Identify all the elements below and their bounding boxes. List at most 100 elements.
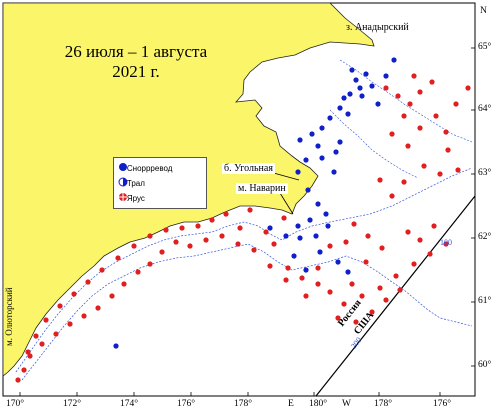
y-tick-n: N <box>480 6 487 16</box>
map-title: 26 июля – 1 августа 2021 г. <box>36 42 236 82</box>
snurrevod-station-marker <box>383 73 389 79</box>
longline-station-marker <box>159 249 165 255</box>
snurrevod-station-marker <box>391 57 397 63</box>
longline-station-marker <box>405 143 411 149</box>
longline-station-marker <box>95 305 101 311</box>
snurrevod-station-marker <box>297 235 303 241</box>
snurrevod-station-marker <box>331 169 337 175</box>
longline-station-marker <box>465 85 471 91</box>
y-tick-60: 60° <box>478 360 492 370</box>
x-tick-172: 172° <box>63 399 82 409</box>
longline-station-marker <box>179 225 185 231</box>
longline-stations <box>15 73 471 383</box>
x-tick-178w: 178° <box>374 399 393 409</box>
longline-station-marker <box>263 229 269 235</box>
snurrevod-station-marker <box>283 233 289 239</box>
snurrevod-station-marker <box>295 223 301 229</box>
longline-station-marker <box>121 281 127 287</box>
x-tick-176w: 176° <box>433 399 452 409</box>
snurrevod-marker-icon <box>119 163 127 171</box>
snurrevod-station-marker <box>341 95 347 101</box>
longline-station-marker <box>25 349 31 355</box>
snurrevod-station-marker <box>291 253 297 259</box>
longline-station-marker <box>405 229 411 235</box>
snurrevod-station-marker <box>333 149 339 155</box>
longline-station-marker <box>421 163 427 169</box>
longline-station-marker <box>209 217 215 223</box>
legend-item-longline: - Ярус <box>118 192 145 204</box>
depth-label-100: 100 <box>440 238 452 247</box>
snurrevod-station-marker <box>303 267 309 273</box>
snurrevod-station-marker <box>313 233 319 239</box>
longline-station-marker <box>383 297 389 303</box>
longline-station-marker <box>455 167 461 173</box>
longline-station-marker <box>377 177 383 183</box>
longline-station-marker <box>53 331 59 337</box>
longline-station-marker <box>365 233 371 239</box>
title-dates: 26 июля – 1 августа <box>64 42 208 61</box>
russia-usa-border <box>315 195 476 397</box>
longline-station-marker <box>341 301 347 307</box>
longline-station-marker <box>353 319 359 325</box>
y-tick-64: 64° <box>478 104 492 114</box>
snurrevod-station-marker <box>337 105 343 111</box>
legend-label-snurrevod: - Сноррревод <box>122 163 173 173</box>
longline-station-marker <box>359 293 365 299</box>
longline-station-marker <box>397 287 403 293</box>
snurrevod-station-marker <box>315 201 321 207</box>
longline-station-marker <box>43 317 49 323</box>
longline-station-marker <box>369 309 375 315</box>
snurrevod-station-marker <box>309 131 315 137</box>
snurrevod-station-marker <box>375 101 381 107</box>
longline-station-marker <box>237 225 243 231</box>
snurrevod-station-marker <box>327 115 333 121</box>
longline-station-marker <box>163 227 169 233</box>
legend: - Сноррревод - Трал - Ярус <box>113 157 207 209</box>
longline-station-marker <box>363 259 369 265</box>
snurrevod-station-marker <box>297 137 303 143</box>
longline-station-marker <box>131 243 137 249</box>
x-tick-e: E <box>288 399 294 409</box>
longline-station-marker <box>315 265 321 271</box>
longline-station-marker <box>453 101 459 107</box>
longline-station-marker <box>437 171 443 177</box>
snurrevod-station-marker <box>337 139 343 145</box>
y-tick-65: 65° <box>478 42 492 52</box>
longline-station-marker <box>443 241 449 247</box>
snurrevod-station-marker <box>113 343 119 349</box>
longline-station-marker <box>219 233 225 239</box>
longline-station-marker <box>389 193 395 199</box>
longline-station-marker <box>235 241 241 247</box>
longline-station-marker <box>401 179 407 185</box>
longline-station-marker <box>195 223 201 229</box>
longline-station-marker <box>223 211 229 217</box>
snurrevod-station-marker <box>353 77 359 83</box>
longline-station-marker <box>203 237 209 243</box>
snurrevod-station-marker <box>349 67 355 73</box>
longline-station-marker <box>147 261 153 267</box>
snurrevod-station-marker <box>319 155 325 161</box>
snurrevod-station-marker <box>325 223 331 229</box>
x-tick-w: W <box>342 399 351 409</box>
snurrevod-station-marker <box>267 225 273 231</box>
longline-station-marker <box>115 255 121 261</box>
longline-station-marker <box>343 239 349 245</box>
longline-station-marker <box>335 315 341 321</box>
longline-station-marker <box>431 223 437 229</box>
snurrevod-station-marker <box>345 111 351 117</box>
longline-station-marker <box>411 73 417 79</box>
snurrevod-station-marker <box>369 83 375 89</box>
isobath-shelf <box>329 59 473 179</box>
snurrevod-station-marker <box>317 249 323 255</box>
longline-station-marker <box>27 353 33 359</box>
trawl-marker-icon <box>118 177 128 187</box>
longline-station-marker <box>283 277 289 283</box>
longline-station-marker <box>109 293 115 299</box>
longline-station-marker <box>393 273 399 279</box>
longline-station-marker <box>147 233 153 239</box>
longline-station-marker <box>67 321 73 327</box>
snurrevod-station-marker <box>363 71 369 77</box>
snurrevod-station-marker <box>305 187 311 193</box>
longline-station-marker <box>407 101 413 107</box>
